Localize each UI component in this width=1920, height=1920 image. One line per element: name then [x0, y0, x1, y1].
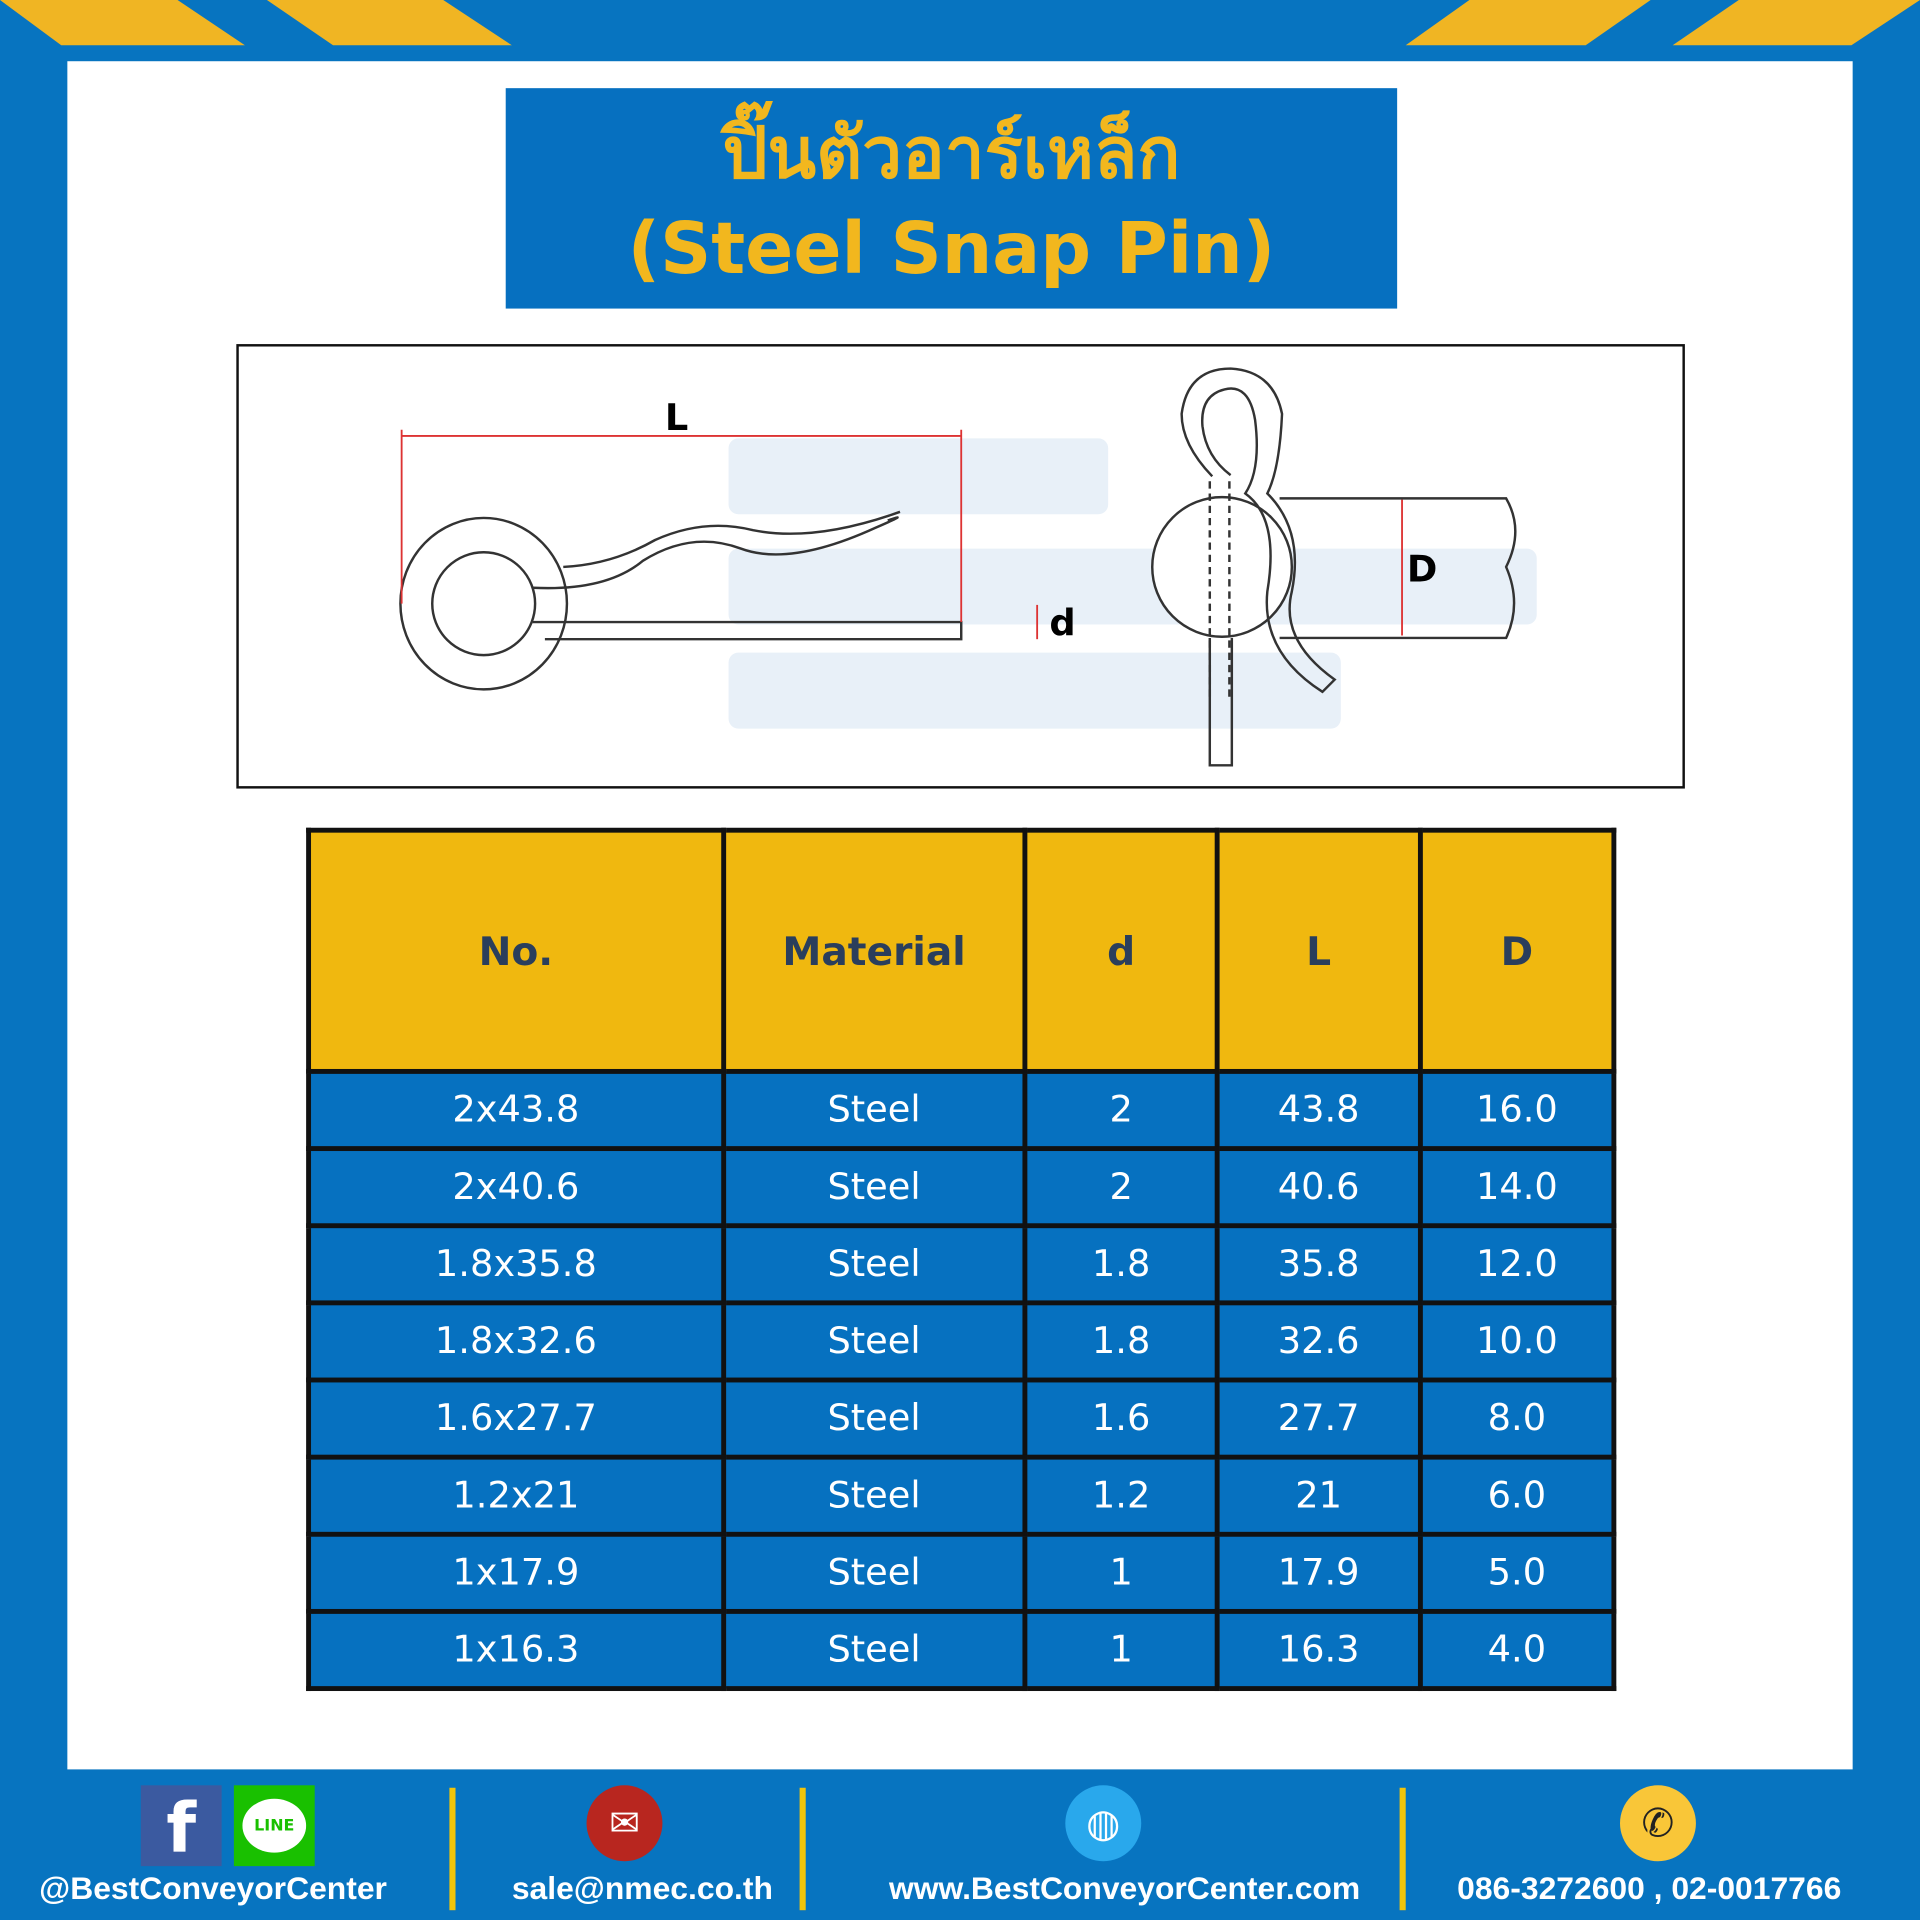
title-english: (Steel Snap Pin)	[627, 206, 1276, 291]
cell-d: 1.6	[1022, 1377, 1220, 1460]
label-d: d	[1049, 602, 1075, 645]
cell-L: 43.8	[1214, 1068, 1423, 1152]
table-row: 2x40.6 Steel 2 40.6 14.0	[306, 1146, 1617, 1229]
cell-L: 35.8	[1214, 1223, 1423, 1306]
header-L: L	[1214, 827, 1423, 1074]
cell-L: 16.3	[1214, 1608, 1423, 1692]
website-link[interactable]: www.BestConveyorCenter.com	[888, 1869, 1361, 1907]
phone-numbers[interactable]: 086-3272600 , 02-0017766	[1457, 1869, 1842, 1907]
cell-material: Steel	[720, 1531, 1028, 1614]
diagram-drawing: L d D	[399, 367, 1537, 767]
label-L: L	[665, 396, 688, 439]
cell-L: 32.6	[1214, 1300, 1423, 1383]
cell-material: Steel	[720, 1377, 1028, 1460]
cell-no: 1.6x27.7	[306, 1377, 726, 1460]
cell-D: 4.0	[1417, 1608, 1617, 1692]
divider	[799, 1787, 806, 1911]
cell-no: 1.8x35.8	[306, 1223, 726, 1306]
divider	[449, 1787, 456, 1911]
cell-L: 40.6	[1214, 1146, 1423, 1229]
phone-icon: ✆	[1620, 1785, 1696, 1862]
pin-on-shaft-view	[1151, 367, 1517, 767]
title-thai: ปิ๊นตัวอาร์เหล็ก	[722, 111, 1181, 195]
header-no: No.	[306, 827, 726, 1074]
cell-no: 1x17.9	[306, 1531, 726, 1614]
cell-D: 8.0	[1417, 1377, 1617, 1460]
cell-D: 16.0	[1417, 1068, 1617, 1152]
cell-material: Steel	[720, 1454, 1028, 1537]
cell-no: 1x16.3	[306, 1608, 726, 1692]
cell-D: 14.0	[1417, 1146, 1617, 1229]
email-link[interactable]: sale@nmec.co.th	[511, 1869, 773, 1907]
header-material: Material	[720, 827, 1028, 1074]
cell-material: Steel	[720, 1608, 1028, 1692]
cell-material: Steel	[720, 1300, 1028, 1383]
cell-D: 6.0	[1417, 1454, 1617, 1537]
dimension-lines	[400, 429, 1403, 640]
snap-pin-diagram: L d D	[236, 344, 1685, 789]
table-row: 1.2x21 Steel 1.2 21 6.0	[306, 1454, 1617, 1537]
cell-d: 1.8	[1022, 1223, 1220, 1306]
cell-D: 10.0	[1417, 1300, 1617, 1383]
cell-d: 1	[1022, 1608, 1220, 1692]
cell-L: 21	[1214, 1454, 1423, 1537]
cell-no: 2x43.8	[306, 1068, 726, 1152]
cell-d: 1.8	[1022, 1300, 1220, 1383]
pin-side-view	[399, 510, 963, 691]
table-row: 2x43.8 Steel 2 43.8 16.0	[306, 1068, 1617, 1152]
facebook-icon[interactable]: f	[140, 1785, 222, 1869]
table-row: 1.8x32.6 Steel 1.8 32.6 10.0	[306, 1300, 1617, 1383]
label-D: D	[1407, 548, 1437, 591]
cell-L: 27.7	[1214, 1377, 1423, 1460]
table-header-row: No. Material d L D	[306, 827, 1617, 1074]
cell-material: Steel	[720, 1223, 1028, 1306]
cell-material: Steel	[720, 1068, 1028, 1152]
cell-d: 1	[1022, 1531, 1220, 1614]
header-d: d	[1022, 827, 1220, 1074]
cell-d: 1.2	[1022, 1454, 1220, 1537]
table-row: 1x17.9 Steel 1 17.9 5.0	[306, 1531, 1617, 1614]
line-icon[interactable]: LINE	[233, 1785, 315, 1867]
cell-D: 12.0	[1417, 1223, 1617, 1306]
top-stripes	[0, 0, 1920, 46]
cell-no: 2x40.6	[306, 1146, 726, 1229]
cell-d: 2	[1022, 1146, 1220, 1229]
line-icon-label: LINE	[242, 1798, 307, 1853]
cell-no: 1.2x21	[306, 1454, 726, 1537]
table-row: 1.8x35.8 Steel 1.8 35.8 12.0	[306, 1223, 1617, 1306]
title-banner: ปิ๊นตัวอาร์เหล็ก (Steel Snap Pin)	[505, 88, 1398, 309]
watermark-logo	[728, 438, 1537, 729]
social-handle[interactable]: @BestConveyorCenter	[39, 1869, 387, 1907]
table-row: 1x16.3 Steel 1 16.3 4.0	[306, 1608, 1617, 1692]
globe-icon: ◍	[1065, 1785, 1142, 1862]
spec-table: No. Material d L D 2x43.8 Steel 2 43.8 16.0 2…	[306, 827, 1617, 1692]
cell-D: 5.0	[1417, 1531, 1617, 1614]
cell-L: 17.9	[1214, 1531, 1423, 1614]
header-D: D	[1417, 827, 1617, 1074]
table-row: 1.6x27.7 Steel 1.6 27.7 8.0	[306, 1377, 1617, 1460]
cell-no: 1.8x32.6	[306, 1300, 726, 1383]
cell-material: Steel	[720, 1146, 1028, 1229]
cell-d: 2	[1022, 1068, 1220, 1152]
email-icon: ✉	[586, 1785, 663, 1862]
divider	[1399, 1787, 1406, 1911]
